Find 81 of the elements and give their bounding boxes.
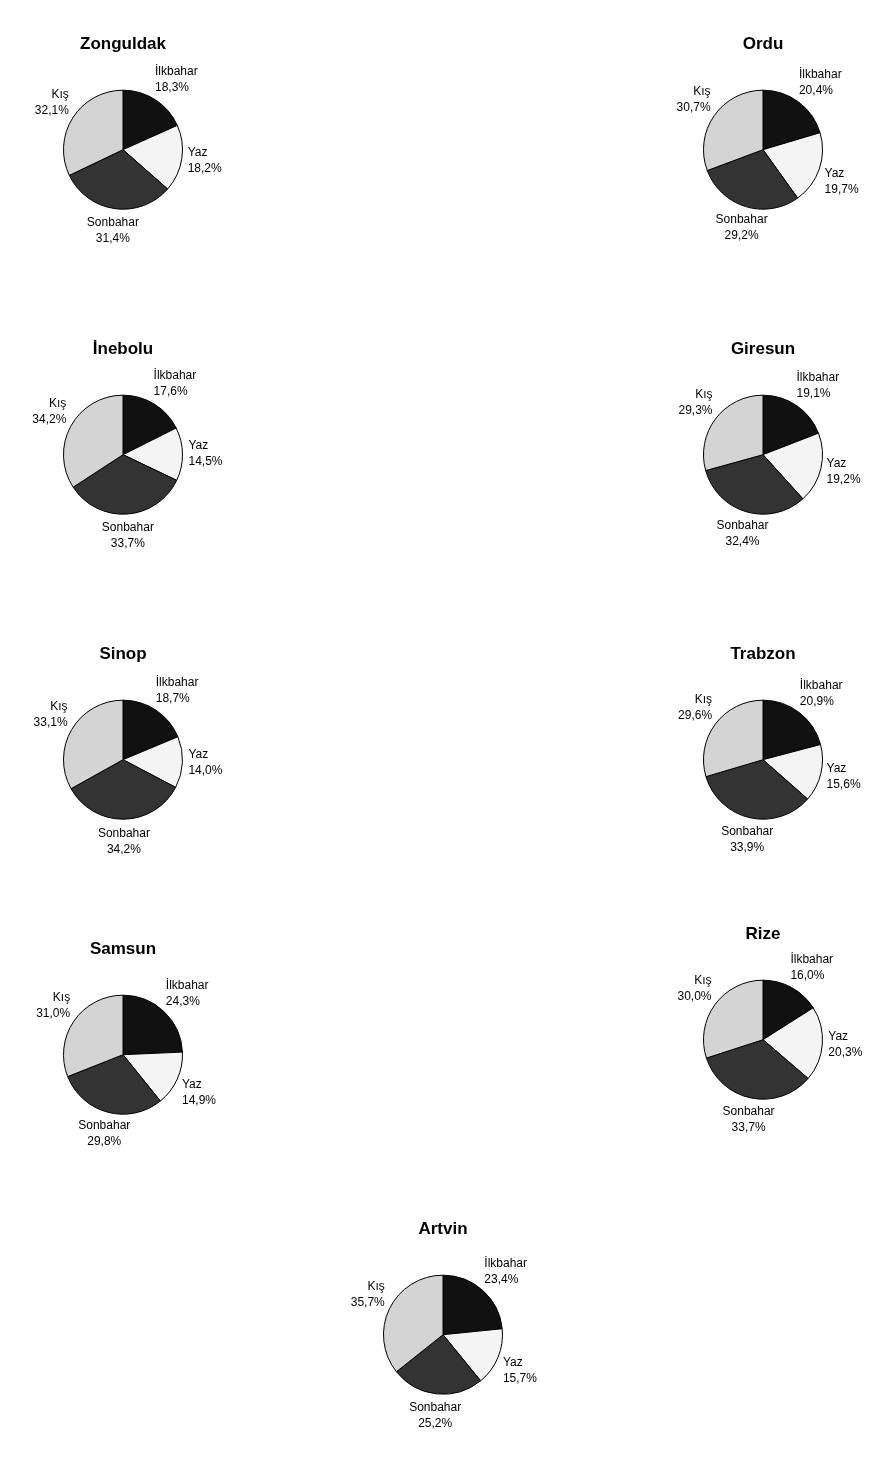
data-label: 15,6% — [826, 776, 861, 791]
chart-title: Rize — [745, 923, 781, 943]
chart-title: İnebolu — [92, 338, 154, 358]
data-label: 17,6% — [153, 384, 188, 399]
slice-label: Yaz — [826, 455, 847, 470]
slice-label: Sonbahar — [721, 823, 774, 838]
slice-label: Kış — [49, 396, 67, 411]
data-label: 33,7% — [731, 1120, 766, 1135]
chart-title: Giresun — [730, 338, 796, 358]
data-label: 32,1% — [34, 102, 70, 117]
data-label: 23,4% — [484, 1272, 519, 1287]
data-label: 30,0% — [677, 988, 712, 1003]
slice-label: Yaz — [824, 165, 845, 180]
data-label: 18,3% — [154, 80, 190, 95]
slice-label: Kış — [367, 1279, 385, 1294]
data-label: 30,7% — [676, 100, 711, 115]
data-label: 33,7% — [110, 536, 146, 551]
data-label: 31,0% — [36, 1005, 71, 1020]
slice-label: İlkbahar — [790, 951, 834, 966]
data-label: 14,0% — [188, 763, 223, 778]
slice-label: İlkbahar — [799, 677, 843, 692]
slice-label: İlkbahar — [155, 674, 199, 689]
data-label: 29,3% — [678, 402, 713, 417]
slice-label: Kış — [52, 989, 71, 1004]
data-label: 34,2% — [32, 412, 67, 427]
data-label: 32,4% — [725, 533, 760, 548]
slice-label: Yaz — [826, 760, 847, 775]
chart-title: Samsun — [89, 938, 157, 958]
slice-label: Kış — [50, 698, 68, 713]
data-label: 31,4% — [95, 230, 131, 245]
data-label: 29,2% — [724, 228, 759, 243]
data-label: 35,7% — [350, 1295, 386, 1310]
data-label: 19,1% — [796, 386, 831, 401]
data-label: 33,9% — [730, 839, 765, 854]
data-label: 15,7% — [502, 1371, 538, 1386]
chart-title: Artvin — [418, 1218, 468, 1238]
slice-label: İlkbahar — [154, 64, 198, 79]
slice-label: Yaz — [502, 1355, 523, 1370]
slice-label: Yaz — [187, 145, 208, 160]
chart-title: Zonguldak — [80, 33, 167, 53]
slice-label: Sonbahar — [78, 1118, 131, 1133]
slice-label: Sonbahar — [86, 214, 139, 229]
slice-label: Kış — [695, 386, 713, 401]
data-label: 19,2% — [826, 471, 861, 486]
slice-label: Sonbahar — [97, 825, 150, 840]
data-label: 18,2% — [187, 161, 223, 176]
data-label: 29,6% — [678, 708, 713, 723]
slice-label: Kış — [694, 972, 712, 987]
data-label: 34,2% — [106, 841, 142, 856]
data-label: 24,3% — [165, 993, 201, 1008]
slice-label: İlkbahar — [796, 370, 840, 385]
data-label: 14,9% — [181, 1093, 217, 1108]
data-label: 20,3% — [828, 1045, 863, 1060]
slice-label: Yaz — [181, 1077, 202, 1092]
slice-label: Sonbahar — [716, 517, 769, 532]
slice-label: Yaz — [828, 1029, 849, 1044]
data-label: 33,1% — [33, 714, 68, 729]
slice-label: Yaz — [188, 438, 209, 453]
slice-label: Kış — [51, 86, 69, 101]
slice-label: Sonbahar — [409, 1400, 462, 1415]
data-label: 20,9% — [799, 693, 835, 708]
slice-label: İlkbahar — [165, 977, 209, 992]
data-label: 16,0% — [790, 967, 825, 982]
slice-label: İlkbahar — [153, 368, 197, 383]
chart-title: Trabzon — [730, 643, 796, 663]
slice-label: Kış — [693, 84, 711, 99]
slice-label: Sonbahar — [722, 1104, 775, 1119]
slice-label: İlkbahar — [798, 67, 842, 82]
data-label: 19,7% — [824, 181, 859, 196]
slice-label: Yaz — [188, 747, 209, 762]
slice-label: Sonbahar — [715, 212, 768, 227]
chart-title: Ordu — [742, 33, 784, 53]
slice-label: Kış — [694, 692, 713, 707]
slice-label: Sonbahar — [101, 520, 154, 535]
data-label: 14,5% — [188, 454, 223, 469]
slice-label: İlkbahar — [484, 1256, 527, 1271]
data-label: 20,4% — [798, 83, 834, 98]
data-label: 18,7% — [155, 690, 191, 705]
data-label: 29,8% — [87, 1134, 122, 1149]
chart-title: Sinop — [99, 643, 147, 663]
data-label: 25,2% — [418, 1416, 453, 1431]
